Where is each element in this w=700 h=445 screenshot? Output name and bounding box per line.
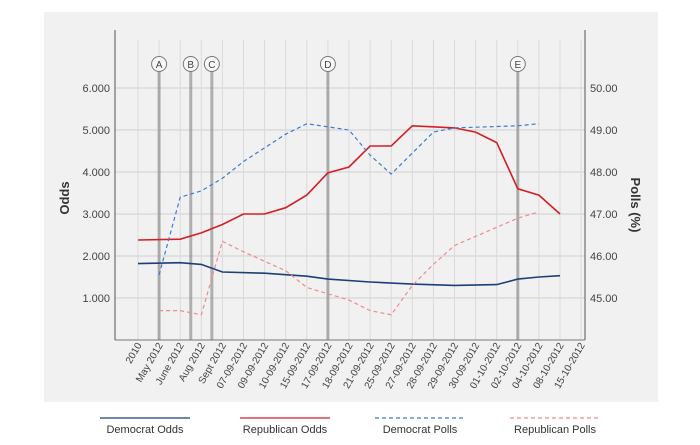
republican-odds-line bbox=[137, 124, 561, 241]
right-axis-title: Polls (%) bbox=[628, 178, 643, 233]
legend-label-democrat-odds: Democrat Odds bbox=[106, 424, 184, 436]
series-lines bbox=[137, 123, 561, 316]
legend-label-democrat-polls: Democrat Polls bbox=[383, 424, 458, 436]
grid-layer bbox=[115, 40, 585, 340]
right-tick-label: 45.00 bbox=[590, 293, 618, 305]
event-marker-label: C bbox=[208, 60, 215, 71]
left-tick-label: 1.000 bbox=[82, 293, 110, 305]
event-marker-label: E bbox=[514, 60, 521, 71]
left-tick-label: 5.000 bbox=[82, 125, 110, 137]
democrat-odds-line bbox=[137, 261, 561, 287]
left-tick-label: 6.000 bbox=[82, 83, 110, 95]
right-tick-label: 50.00 bbox=[590, 83, 618, 95]
event-marker-label: B bbox=[187, 60, 194, 71]
left-tick-label: 2.000 bbox=[82, 251, 110, 263]
event-marker-label: D bbox=[324, 60, 331, 71]
left-axis-title: Odds bbox=[57, 181, 72, 214]
republican-polls-line bbox=[159, 211, 540, 316]
right-tick-label: 47.00 bbox=[590, 209, 618, 221]
right-tick-label: 46.00 bbox=[590, 251, 618, 263]
event-marker-circle bbox=[509, 56, 526, 72]
chart-panel-background bbox=[44, 12, 658, 402]
event-marker-circle bbox=[203, 56, 220, 72]
event-markers: A B C D E bbox=[151, 56, 526, 340]
left-tick-label: 3.000 bbox=[82, 209, 110, 221]
legend-label-republican-odds: Republican Odds bbox=[243, 424, 328, 436]
legend-label-republican-polls: Republican Polls bbox=[514, 424, 596, 436]
event-marker-circle bbox=[319, 56, 336, 72]
event-marker-label: A bbox=[156, 60, 163, 71]
event-marker-circle bbox=[151, 56, 168, 72]
right-tick-label: 48.00 bbox=[590, 167, 618, 179]
event-marker-circle bbox=[182, 56, 199, 72]
legend: Democrat Odds Republican Odds Democrat Pol… bbox=[100, 417, 600, 436]
right-tick-label: 49.00 bbox=[590, 125, 618, 137]
left-tick-label: 4.000 bbox=[82, 167, 110, 179]
